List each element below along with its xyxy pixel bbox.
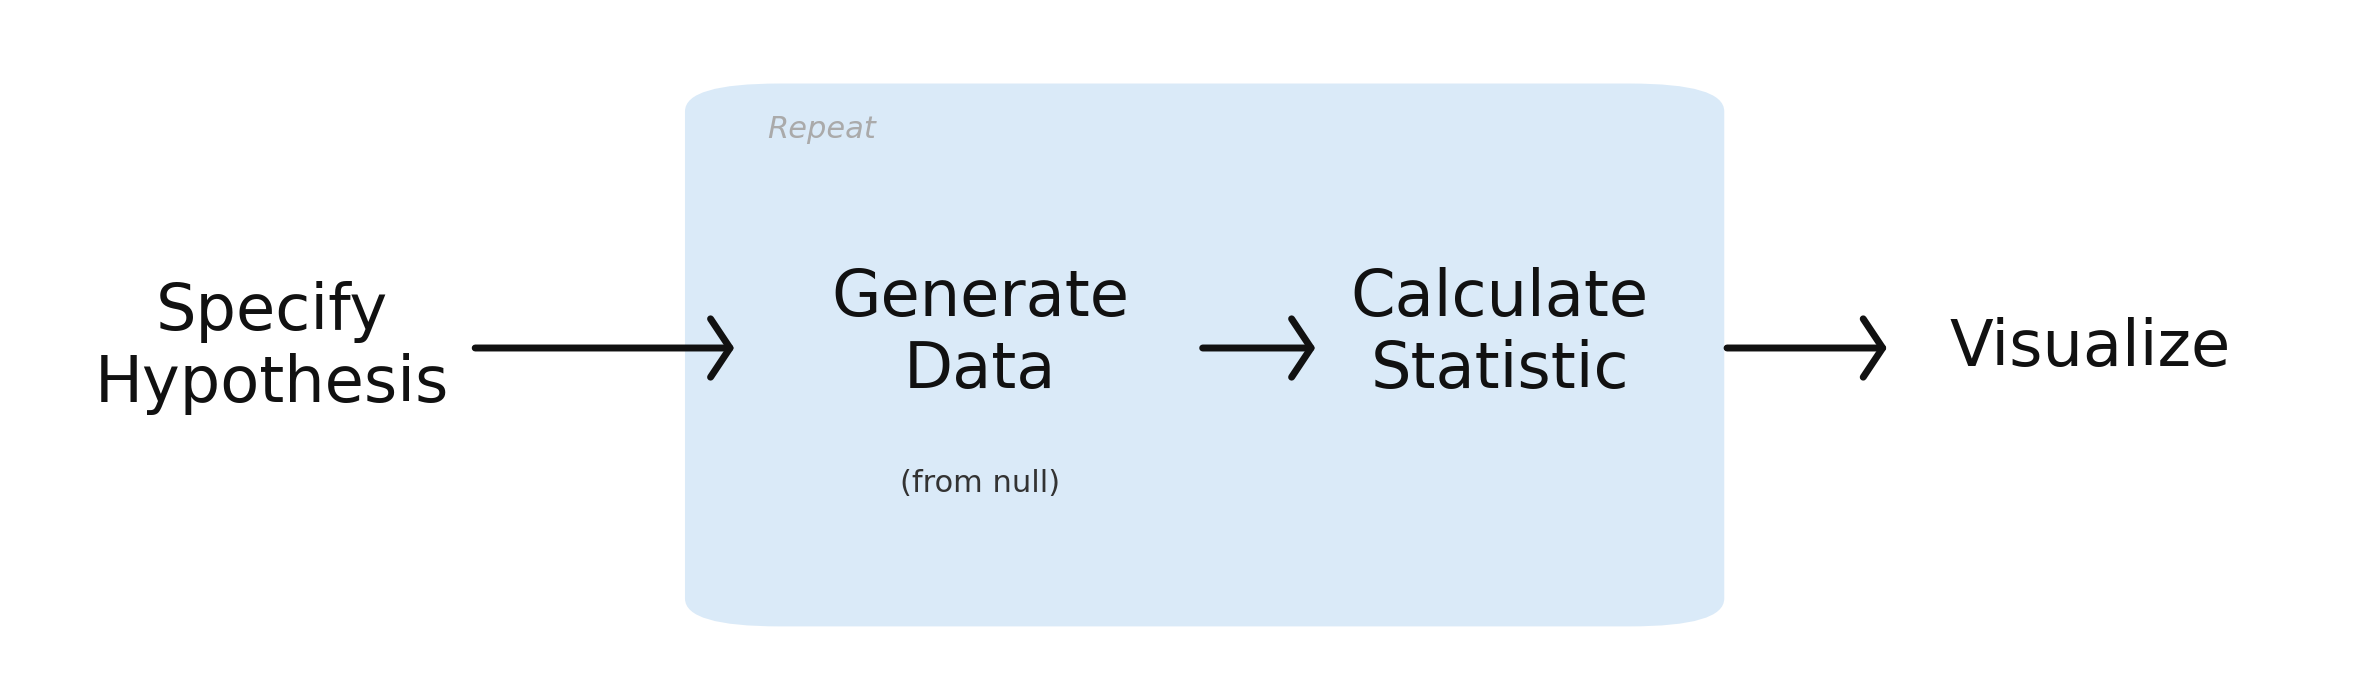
Text: Calculate
Statistic: Calculate Statistic: [1351, 267, 1649, 401]
Text: Generate
Data: Generate Data: [831, 267, 1129, 401]
Text: Visualize: Visualize: [1949, 317, 2232, 379]
Text: Repeat: Repeat: [768, 115, 876, 144]
Text: Specify
Hypothesis: Specify Hypothesis: [94, 281, 449, 415]
Text: (from null): (from null): [900, 469, 1061, 498]
FancyBboxPatch shape: [685, 84, 1724, 626]
